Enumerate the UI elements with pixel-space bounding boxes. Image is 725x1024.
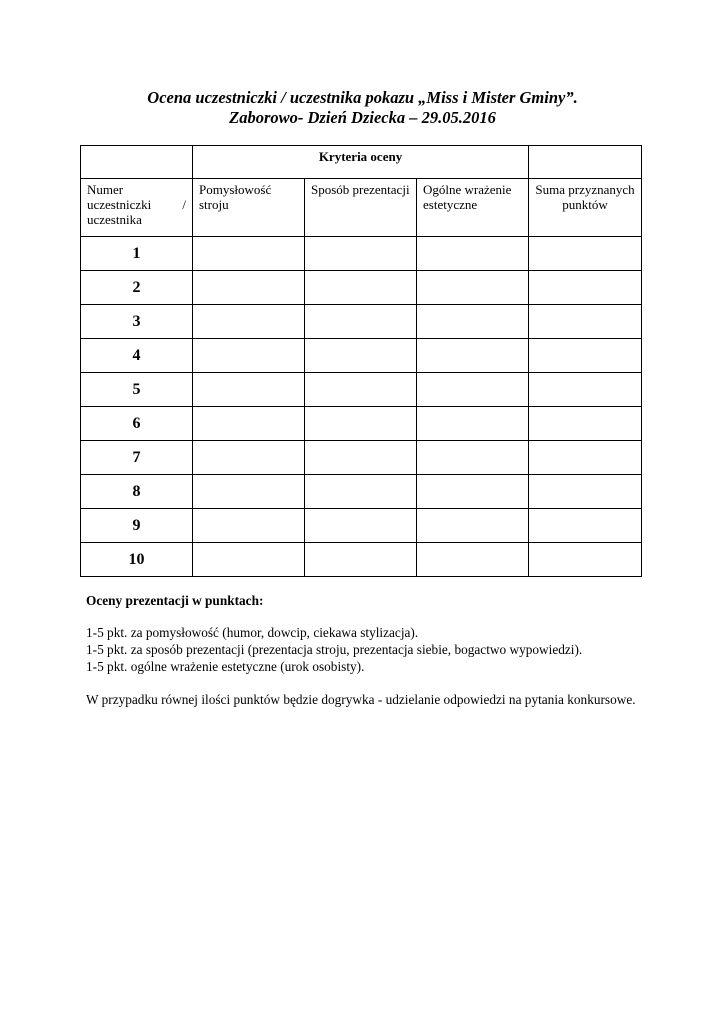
score-cell-ogolne[interactable] xyxy=(415,338,530,373)
score-cell-ogolne[interactable] xyxy=(415,406,530,441)
score-cell-sposob[interactable] xyxy=(304,474,417,509)
score-cell-sposob[interactable] xyxy=(304,270,417,305)
tie-rule-text: W przypadku równej ilości punktów będzie… xyxy=(86,692,636,707)
score-cell-pomyslowosc[interactable] xyxy=(192,304,305,339)
table-row: 5 xyxy=(80,372,643,407)
table-row: 10 xyxy=(80,542,643,577)
score-cell-ogolne[interactable] xyxy=(415,270,530,305)
column-header-numer: Numer uczestniczki / uczestnika xyxy=(80,178,193,237)
score-cell-sposob[interactable] xyxy=(304,542,417,577)
note-line-2: 1-5 pkt. za sposób prezentacji (prezenta… xyxy=(86,642,583,657)
table-row: 8 xyxy=(80,474,643,509)
score-cell-pomyslowosc[interactable] xyxy=(192,406,305,441)
score-cell-suma[interactable] xyxy=(528,338,643,373)
header-row-criteria: Kryteria oceny xyxy=(80,145,643,179)
score-cell-ogolne[interactable] xyxy=(415,474,530,509)
score-cell-suma[interactable] xyxy=(528,372,643,407)
column-header-ogolne: Ogólne wrażenie estetyczne xyxy=(415,178,530,237)
score-cell-sposob[interactable] xyxy=(304,372,417,407)
score-cell-ogolne[interactable] xyxy=(415,304,530,339)
table-row: 2 xyxy=(80,270,643,305)
column-header-suma: Suma przyznanych punktów xyxy=(528,178,643,237)
score-cell-suma[interactable] xyxy=(528,236,643,271)
participant-number: 8 xyxy=(80,474,193,509)
participant-number: 5 xyxy=(80,372,193,407)
table-row: 6 xyxy=(80,406,643,441)
notes-heading: Oceny prezentacji w punktach: xyxy=(86,593,264,608)
header-text: Numer xyxy=(87,182,124,197)
title-line-1: Ocena uczestniczki / uczestnika pokazu „… xyxy=(147,88,578,107)
score-cell-suma[interactable] xyxy=(528,542,643,577)
score-cell-sposob[interactable] xyxy=(304,236,417,271)
score-cell-pomyslowosc[interactable] xyxy=(192,440,305,475)
score-cell-ogolne[interactable] xyxy=(415,440,530,475)
score-cell-suma[interactable] xyxy=(528,304,643,339)
score-cell-suma[interactable] xyxy=(528,474,643,509)
note-line-1: 1-5 pkt. za pomysłowość (humor, dowcip, … xyxy=(86,625,419,640)
score-cell-pomyslowosc[interactable] xyxy=(192,508,305,543)
score-table: Kryteria oceny Numer uczestniczki / uczes… xyxy=(80,145,643,577)
score-cell-sposob[interactable] xyxy=(304,508,417,543)
table-row: 4 xyxy=(80,338,643,373)
participant-number: 7 xyxy=(80,440,193,475)
table-row: 9 xyxy=(80,508,643,543)
score-cell-suma[interactable] xyxy=(528,270,643,305)
column-header-sposob: Sposób prezentacji xyxy=(304,178,417,237)
note-line-3: 1-5 pkt. ogólne wrażenie estetyczne (uro… xyxy=(86,659,365,674)
score-cell-sposob[interactable] xyxy=(304,406,417,441)
header-text: uczestnika xyxy=(87,212,142,227)
participant-number: 10 xyxy=(80,542,193,577)
header-row-columns: Numer uczestniczki / uczestnika Pomysłowo… xyxy=(80,178,643,237)
participant-number: 3 xyxy=(80,304,193,339)
score-cell-pomyslowosc[interactable] xyxy=(192,542,305,577)
score-cell-suma[interactable] xyxy=(528,406,643,441)
score-cell-pomyslowosc[interactable] xyxy=(192,338,305,373)
score-cell-sposob[interactable] xyxy=(304,440,417,475)
empty-cell xyxy=(528,145,643,179)
participant-number: 9 xyxy=(80,508,193,543)
participant-number: 2 xyxy=(80,270,193,305)
score-cell-pomyslowosc[interactable] xyxy=(192,270,305,305)
score-cell-ogolne[interactable] xyxy=(415,372,530,407)
header-text: uczestniczki xyxy=(87,197,152,212)
score-cell-ogolne[interactable] xyxy=(415,236,530,271)
column-header-pomyslowosc: Pomysłowość stroju xyxy=(192,178,305,237)
table-row: 7 xyxy=(80,440,643,475)
table-row: 1 xyxy=(80,236,643,271)
score-cell-pomyslowosc[interactable] xyxy=(192,236,305,271)
title-line-2: Zaborowo- Dzień Dziecka – 29.05.2016 xyxy=(229,108,496,127)
table-row: 3 xyxy=(80,304,643,339)
score-cell-sposob[interactable] xyxy=(304,304,417,339)
criteria-header: Kryteria oceny xyxy=(191,145,530,179)
empty-cell xyxy=(80,145,193,179)
participant-number: 4 xyxy=(80,338,193,373)
score-cell-ogolne[interactable] xyxy=(415,508,530,543)
score-cell-suma[interactable] xyxy=(528,508,643,543)
score-cell-suma[interactable] xyxy=(528,440,643,475)
participant-number: 6 xyxy=(80,406,193,441)
participant-number: 1 xyxy=(80,236,193,271)
header-text: / xyxy=(182,197,186,212)
score-cell-pomyslowosc[interactable] xyxy=(192,474,305,509)
score-cell-sposob[interactable] xyxy=(304,338,417,373)
score-cell-ogolne[interactable] xyxy=(415,542,530,577)
score-cell-pomyslowosc[interactable] xyxy=(192,372,305,407)
